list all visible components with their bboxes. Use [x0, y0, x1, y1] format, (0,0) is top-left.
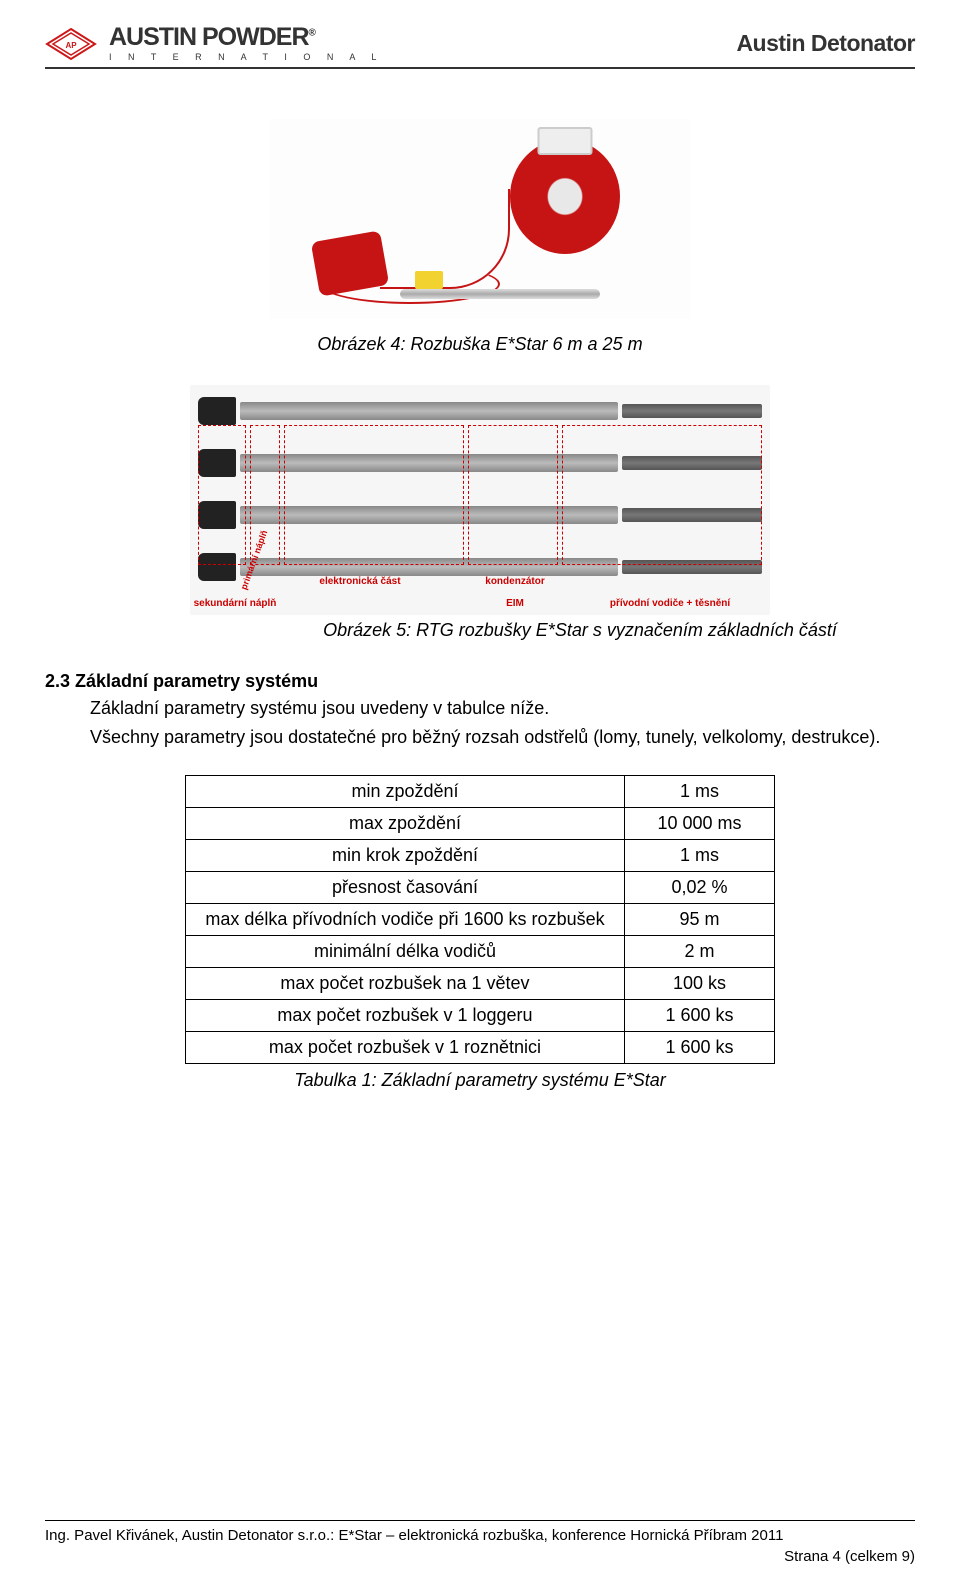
table-cell-value: 1 600 ks: [625, 1000, 775, 1032]
xray-region-electronic-part: [284, 425, 464, 565]
xray-labels-lower-row: sekundární náplň EIM přívodní vodiče + t…: [190, 598, 770, 609]
footer-rule: [45, 1520, 915, 1521]
xray-region-capacitor: [468, 425, 558, 565]
figure-2-xray-cross-section: primární náplň elektronická část kondenz…: [190, 385, 770, 615]
table-cell-value: 2 m: [625, 936, 775, 968]
parameters-table: min zpoždění1 ms max zpoždění10 000 ms m…: [185, 775, 775, 1064]
xray-label: [280, 598, 460, 609]
xray-label: [190, 576, 260, 587]
xray-label: [570, 576, 770, 587]
brand-right: Austin Detonator: [736, 30, 915, 57]
table-cell-param: max délka přívodních vodiče při 1600 ks …: [186, 904, 625, 936]
page-number: Strana 4 (celkem 9): [45, 1548, 915, 1565]
parameters-table-wrap: min zpoždění1 ms max zpoždění10 000 ms m…: [185, 775, 775, 1091]
footer-text: Ing. Pavel Křivánek, Austin Detonator s.…: [45, 1527, 915, 1544]
shell-cap-icon: [198, 397, 236, 425]
xray-region-secondary-charge: [198, 425, 246, 565]
table-cell-value: 10 000 ms: [625, 808, 775, 840]
xray-labels-upper-row: elektronická část kondenzátor: [190, 576, 770, 587]
table-row: min krok zpoždění1 ms: [186, 840, 775, 872]
wire-coil-icon: [510, 139, 620, 254]
shell-wire-icon: [622, 404, 762, 418]
brand-name-text: AUSTIN POWDER: [109, 23, 309, 51]
table-cell-param: max zpoždění: [186, 808, 625, 840]
table-row: max počet rozbušek v 1 roznětnici1 600 k…: [186, 1032, 775, 1064]
coil-cap-icon: [538, 127, 593, 155]
yellow-tag-icon: [415, 271, 443, 289]
table-cell-param: minimální délka vodičů: [186, 936, 625, 968]
detonator-tube-icon: [400, 289, 600, 299]
table-cell-value: 1 ms: [625, 840, 775, 872]
table-row: min zpoždění1 ms: [186, 776, 775, 808]
section-paragraph-1: Základní parametry systému jsou uvedeny …: [45, 696, 915, 721]
table-row: přesnost časování0,02 %: [186, 872, 775, 904]
table-row: minimální délka vodičů2 m: [186, 936, 775, 968]
table-row: max počet rozbušek na 1 větev100 ks: [186, 968, 775, 1000]
xray-label: kondenzátor: [460, 576, 570, 587]
table-cell-param: min krok zpoždění: [186, 840, 625, 872]
xray-label: EIM: [460, 598, 570, 609]
brand-block: AUSTIN POWDER® I N T E R N A T I O N A L: [109, 25, 383, 62]
table-cell-value: 95 m: [625, 904, 775, 936]
table-cell-param: max počet rozbušek na 1 větev: [186, 968, 625, 1000]
section-heading: 2.3 Základní parametry systému: [45, 671, 915, 692]
xray-region-lead-wires: [562, 425, 762, 565]
xray-label: elektronická část: [260, 576, 460, 587]
table-caption: Tabulka 1: Základní parametry systému E*…: [185, 1070, 775, 1091]
parameters-table-body: min zpoždění1 ms max zpoždění10 000 ms m…: [186, 776, 775, 1064]
brand-name: AUSTIN POWDER®: [109, 25, 383, 50]
austin-logo-icon: AP: [45, 27, 97, 61]
table-cell-value: 100 ks: [625, 968, 775, 1000]
table-cell-param: max počet rozbušek v 1 loggeru: [186, 1000, 625, 1032]
brand-subtitle: I N T E R N A T I O N A L: [109, 52, 383, 62]
xray-label: sekundární náplň: [190, 598, 280, 609]
figure-2-caption: Obrázek 5: RTG rozbušky E*Star s vyznače…: [45, 620, 915, 641]
table-row: max počet rozbušek v 1 loggeru1 600 ks: [186, 1000, 775, 1032]
section-2-3: 2.3 Základní parametry systému Základní …: [45, 671, 915, 750]
page-footer: Ing. Pavel Křivánek, Austin Detonator s.…: [45, 1520, 915, 1565]
registered-icon: ®: [309, 28, 315, 39]
table-cell-value: 1 ms: [625, 776, 775, 808]
svg-text:AP: AP: [65, 41, 77, 50]
table-cell-value: 0,02 %: [625, 872, 775, 904]
table-cell-param: přesnost časování: [186, 872, 625, 904]
table-row: max zpoždění10 000 ms: [186, 808, 775, 840]
table-cell-value: 1 600 ks: [625, 1032, 775, 1064]
table-cell-param: min zpoždění: [186, 776, 625, 808]
header-left: AP AUSTIN POWDER® I N T E R N A T I O N …: [45, 25, 383, 62]
page-header: AP AUSTIN POWDER® I N T E R N A T I O N …: [45, 0, 915, 69]
section-paragraph-2: Všechny parametry jsou dostatečné pro bě…: [45, 725, 915, 750]
figure-1-caption: Obrázek 4: Rozbuška E*Star 6 m a 25 m: [45, 334, 915, 355]
table-row: max délka přívodních vodiče při 1600 ks …: [186, 904, 775, 936]
shell-body-icon: [240, 402, 618, 420]
table-cell-param: max počet rozbušek v 1 roznětnici: [186, 1032, 625, 1064]
xray-label: přívodní vodiče + těsnění: [570, 598, 770, 609]
figure-1-detonator-product: [270, 119, 690, 319]
